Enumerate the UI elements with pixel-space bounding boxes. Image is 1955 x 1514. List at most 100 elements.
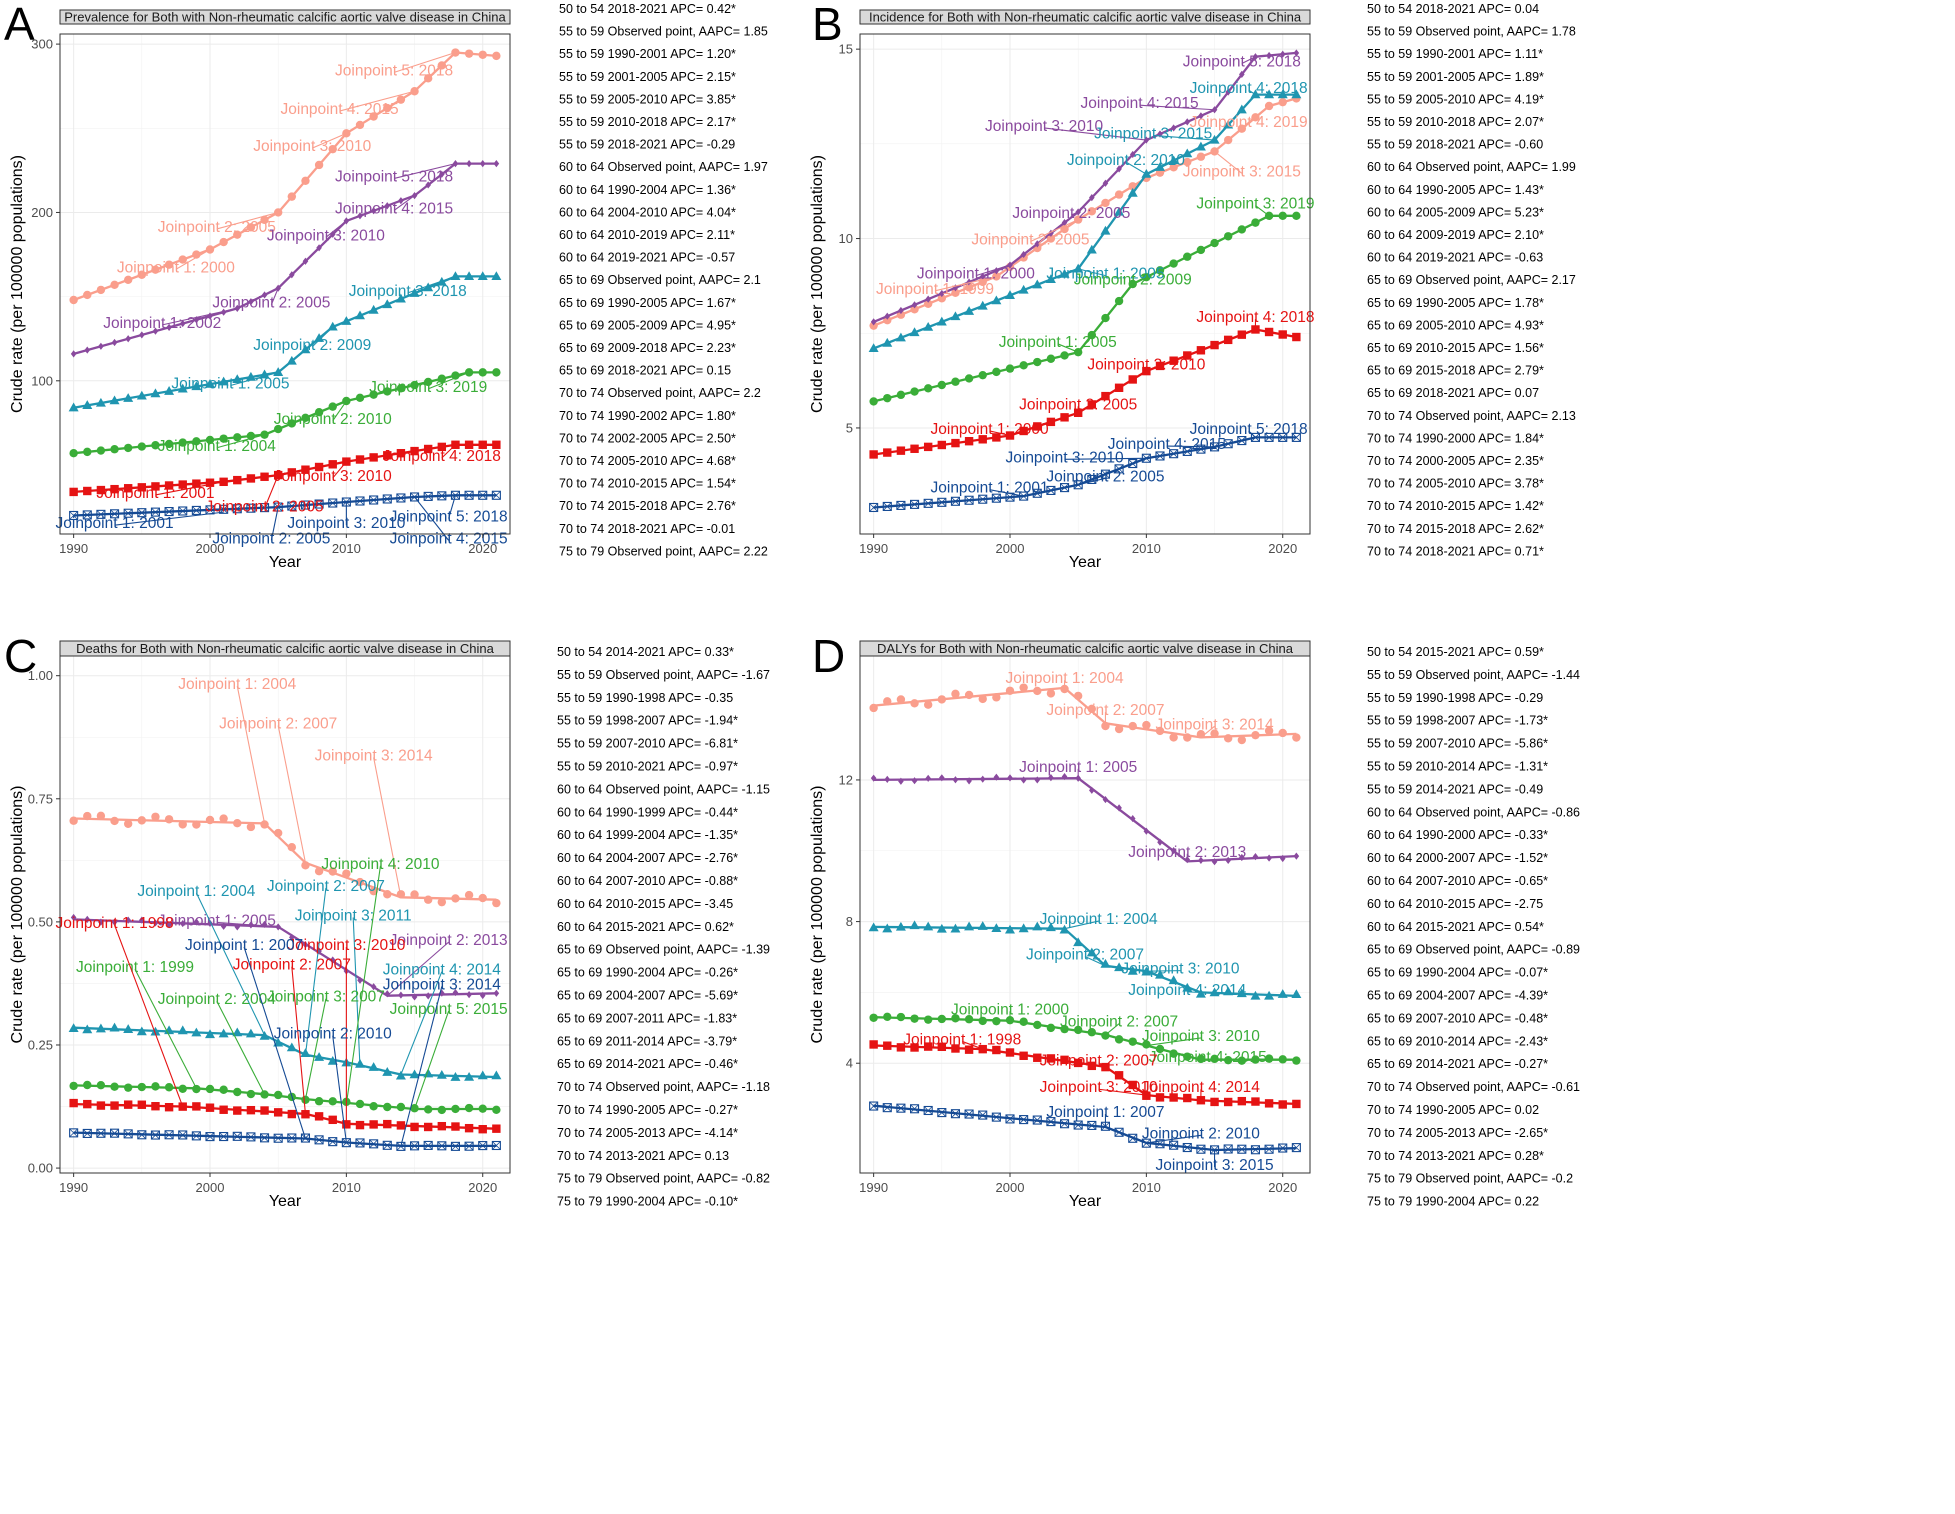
- data-point: [910, 305, 919, 314]
- annotation-leader: [304, 998, 327, 1100]
- data-point: [328, 144, 337, 154]
- series-50-to-54: [69, 811, 501, 908]
- data-point: [869, 502, 879, 513]
- data-point: [1128, 1037, 1137, 1046]
- joinpoint-label: Joinpoint 4: 2015: [281, 101, 399, 118]
- data-point: [1169, 356, 1178, 365]
- data-point: [883, 448, 892, 457]
- data-point: [302, 257, 309, 265]
- data-point: [939, 774, 945, 782]
- joinpoint-label: Joinpoint 2: 2009: [253, 337, 371, 354]
- data-point: [1101, 198, 1110, 208]
- data-point: [1128, 375, 1137, 384]
- joinpoint-label: Joinpoint 1: 2004: [137, 883, 255, 900]
- x-tick-label: 1990: [859, 1180, 888, 1195]
- data-point: [273, 367, 284, 376]
- marker-cross: [287, 501, 297, 511]
- data-point: [423, 1140, 433, 1150]
- annotation-leader: [1241, 56, 1256, 65]
- marker-box: [273, 1133, 283, 1143]
- data-point: [166, 323, 172, 331]
- joinpoint-label: Joinpoint 2: 2005: [212, 530, 330, 547]
- fitted-line: [873, 328, 1297, 456]
- data-point: [96, 446, 106, 455]
- y-axis-title: Crude rate (per 100000 populations): [9, 155, 26, 413]
- data-point: [1182, 1142, 1192, 1153]
- data-point: [1155, 726, 1165, 736]
- panel-letter: B: [812, 0, 843, 50]
- apc-legend-entry: 55 to 59 Observed point, AAPC= 1.78: [1367, 25, 1576, 39]
- data-point: [1196, 1144, 1206, 1154]
- joinpoint-label: Joinpoint 2: 2009: [1074, 271, 1192, 288]
- apc-legend-entry: 60 to 64 2007-2010 APC= -0.65*: [1367, 874, 1548, 888]
- data-point: [396, 1141, 406, 1151]
- data-point: [1142, 1091, 1151, 1100]
- data-point: [1264, 726, 1274, 735]
- annotation-leader: [339, 90, 415, 112]
- marker-cross: [923, 1106, 933, 1115]
- data-point: [246, 1105, 256, 1115]
- data-point: [1198, 112, 1204, 120]
- joinpoint-label: Joinpoint 1: 2000: [117, 259, 235, 276]
- marker-box: [259, 503, 270, 513]
- marker-box: [1100, 469, 1111, 479]
- apc-legend-entry: 60 to 64 1999-2004 APC= -1.35*: [557, 828, 738, 842]
- data-point: [409, 1069, 420, 1079]
- data-point: [260, 1090, 269, 1099]
- data-point: [1073, 408, 1083, 417]
- joinpoint-label: Joinpoint 1: 2000: [917, 266, 1035, 283]
- apc-legend-entry: 55 to 59 2014-2021 APC= -0.49: [1367, 782, 1543, 796]
- data-point: [205, 478, 215, 487]
- data-point: [1005, 1114, 1015, 1124]
- data-point: [178, 1102, 187, 1111]
- data-point: [492, 368, 501, 377]
- data-point: [1073, 215, 1083, 224]
- data-point: [1034, 240, 1041, 248]
- annotation-leader: [175, 249, 211, 270]
- data-point: [1169, 163, 1178, 172]
- marker-box: [437, 1141, 447, 1151]
- data-point: [273, 502, 283, 512]
- joinpoint-label: Joinpoint 3: 2007: [267, 989, 385, 1006]
- annotation-leader: [332, 1035, 347, 1143]
- data-point: [178, 820, 187, 829]
- data-point: [314, 1135, 324, 1145]
- joinpoint-label: Joinpoint 2: 2013: [1128, 844, 1246, 861]
- joinpoint-label: Joinpoint 1: 2007: [185, 937, 303, 954]
- annotation-leader: [441, 444, 456, 459]
- data-point: [464, 1103, 474, 1113]
- data-point: [96, 1128, 106, 1138]
- data-point: [136, 390, 147, 400]
- apc-legend-entry: 60 to 64 2019-2021 APC= -0.57: [559, 251, 735, 265]
- marker-box: [1237, 1144, 1247, 1154]
- marker-box: [869, 1101, 879, 1111]
- data-point: [1277, 989, 1288, 998]
- data-point: [164, 1083, 174, 1092]
- data-point: [451, 1122, 460, 1131]
- data-point: [123, 508, 133, 518]
- annotation-leader: [312, 132, 347, 149]
- data-point: [1073, 691, 1083, 701]
- data-point: [1129, 150, 1136, 159]
- data-point: [410, 380, 419, 390]
- data-point: [1128, 458, 1138, 469]
- data-point: [439, 989, 445, 997]
- data-point: [923, 1042, 933, 1051]
- data-point: [1087, 1061, 1097, 1071]
- marker-box: [478, 1141, 488, 1151]
- apc-legend-entry: 70 to 74 1990-2005 APC= -0.27*: [557, 1103, 738, 1117]
- data-point: [327, 321, 338, 331]
- joinpoint-annotations: Joinpoint 1: 2000 Joinpoint 2: 2005 Joinpo…: [56, 51, 508, 547]
- x-axis-title: Year: [1069, 554, 1102, 571]
- data-point: [410, 446, 419, 456]
- marker-box: [1250, 1145, 1261, 1155]
- data-point: [287, 468, 297, 477]
- data-point: [1182, 446, 1192, 456]
- joinpoint-label: Joinpoint 3: 2015: [1156, 1157, 1274, 1174]
- data-point: [302, 941, 309, 949]
- data-point: [1183, 351, 1192, 360]
- data-point: [937, 294, 947, 303]
- joinpoint-label: Joinpoint 1: 2001: [56, 515, 174, 532]
- annotation-leader: [448, 495, 456, 519]
